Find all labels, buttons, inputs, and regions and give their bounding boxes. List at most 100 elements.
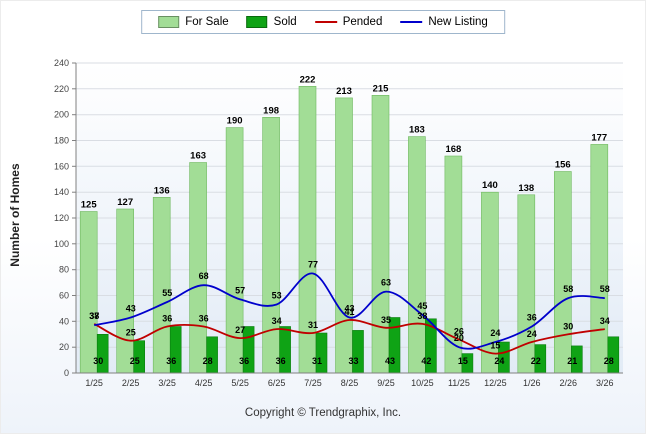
data-label: 125	[81, 200, 98, 211]
svg-text:180: 180	[54, 136, 69, 146]
data-label: 31	[312, 356, 322, 366]
svg-text:12/25: 12/25	[484, 378, 507, 388]
sold-bar	[315, 332, 328, 374]
for-sale-bar	[152, 197, 171, 374]
sold-bar	[169, 326, 182, 374]
data-label: 163	[190, 151, 206, 162]
for-sale-bar	[408, 136, 426, 374]
sold-bar	[96, 333, 109, 374]
svg-text:40: 40	[59, 316, 69, 326]
data-label: 24	[494, 356, 504, 366]
legend-label-sold: Sold	[273, 16, 297, 28]
data-label: 198	[263, 105, 279, 116]
legend-item-sold: Sold	[246, 16, 297, 28]
for-sale-bars	[79, 86, 609, 374]
data-label: 138	[518, 183, 534, 194]
data-label: 38	[417, 311, 427, 321]
data-label: 41	[344, 307, 354, 317]
data-label: 183	[409, 125, 425, 136]
svg-text:240: 240	[54, 58, 69, 68]
for-sale-bar	[371, 95, 390, 374]
svg-text:4/25: 4/25	[195, 378, 213, 388]
data-label: 45	[417, 301, 427, 311]
data-label: 26	[454, 326, 464, 336]
new-listing-labels: 37 43 55 68 57 53 77 43 63 45 20 24 36 58 58	[89, 260, 610, 344]
sold-bar	[607, 336, 620, 374]
chart-legend: For Sale Sold Pended New Listing	[141, 10, 505, 34]
data-label: 25	[130, 356, 140, 366]
data-label: 28	[604, 356, 614, 366]
copyright-text: Copyright © Trendgraphix, Inc.	[244, 407, 402, 419]
data-label: 58	[563, 284, 573, 294]
legend-label-for-sale: For Sale	[185, 16, 229, 28]
data-label: 21	[567, 356, 577, 366]
data-label: 38	[89, 311, 99, 321]
legend-item-pended: Pended	[314, 16, 382, 28]
data-label: 36	[276, 356, 286, 366]
for-sale-bar	[262, 117, 280, 374]
legend-item-new-listing: New Listing	[400, 16, 488, 28]
data-label: 168	[445, 144, 461, 155]
data-label: 63	[381, 278, 391, 288]
data-label: 213	[336, 86, 352, 97]
svg-text:220: 220	[54, 84, 69, 94]
for-sale-bar	[79, 211, 98, 374]
for-sale-bar	[553, 171, 572, 374]
pended-swatch	[314, 21, 337, 23]
svg-text:2/25: 2/25	[122, 378, 140, 388]
svg-text:10/25: 10/25	[411, 378, 434, 388]
legend-item-for-sale: For Sale	[158, 16, 229, 28]
data-label: 43	[385, 356, 395, 366]
svg-text:20: 20	[59, 342, 69, 352]
svg-text:11/25: 11/25	[448, 378, 470, 388]
data-label: 36	[199, 314, 209, 324]
svg-text:8/25: 8/25	[341, 378, 359, 388]
new-listing-swatch	[400, 21, 423, 23]
svg-text:1/25: 1/25	[85, 378, 103, 388]
data-label: 22	[531, 356, 541, 366]
svg-text:3/25: 3/25	[158, 378, 176, 388]
data-label: 15	[490, 341, 500, 351]
svg-text:160: 160	[54, 161, 69, 171]
data-label: 177	[591, 132, 607, 143]
pended-line	[93, 319, 605, 355]
data-label: 31	[308, 320, 318, 330]
data-label: 36	[162, 314, 172, 324]
data-label: 43	[126, 304, 136, 314]
data-label: 77	[308, 260, 318, 270]
y-axis-tick-labels: 0 20 40 60 80 100 120 140 160 180 200 220 240	[54, 58, 69, 378]
data-label: 55	[162, 288, 172, 298]
for-sale-bar	[116, 208, 134, 374]
sold-bar	[206, 336, 218, 374]
data-label: 57	[235, 285, 245, 295]
legend-label-new-listing: New Listing	[428, 16, 488, 28]
svg-text:2/26: 2/26	[560, 378, 578, 388]
data-label: 222	[300, 74, 316, 85]
for-sale-bar	[335, 97, 353, 374]
for-sale-swatch	[158, 16, 180, 28]
data-label: 36	[527, 313, 537, 323]
svg-text:200: 200	[54, 110, 69, 120]
data-label: 43	[344, 304, 354, 314]
data-label: 140	[482, 180, 498, 191]
sold-swatch	[246, 16, 268, 28]
data-label: 35	[381, 315, 391, 325]
x-axis-tick-labels: 1/25 2/25 3/25 4/25 5/25 6/25 7/25 8/25 9/25 10/2…	[85, 378, 613, 388]
svg-text:3/26: 3/26	[596, 378, 614, 388]
data-label: 42	[421, 356, 431, 366]
for-sale-bar	[189, 162, 207, 374]
for-sale-labels: 125 127 136 163 190 198 222 213 215 183 168 140 138 1…	[81, 74, 607, 210]
data-label: 27	[235, 325, 245, 335]
svg-text:5/25: 5/25	[231, 378, 249, 388]
data-label: 25	[126, 328, 136, 338]
data-label: 34	[272, 316, 282, 326]
pended-labels: 38 25 36 36 27 34 31 41 35 38 26 15 24 30 34	[89, 307, 610, 351]
data-label: 24	[490, 328, 500, 338]
svg-text:0: 0	[64, 368, 69, 378]
data-label: 30	[93, 356, 103, 366]
data-label: 34	[600, 316, 610, 326]
data-label: 58	[600, 284, 610, 294]
data-label: 156	[555, 160, 571, 171]
data-label: 36	[239, 356, 249, 366]
data-label: 20	[454, 333, 464, 343]
